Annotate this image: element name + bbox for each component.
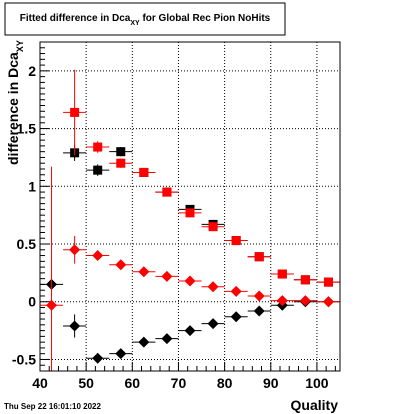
y-axis-label: difference in DcaXY: [5, 40, 25, 165]
timestamp-label: Thu Sep 22 16:01:10 2022: [4, 402, 101, 411]
chart-title-subscript: XY: [130, 20, 140, 27]
square-marker: [323, 277, 333, 287]
diamond-marker: [69, 320, 81, 332]
diamond-marker: [161, 270, 173, 282]
diamond-marker: [138, 336, 150, 348]
square-marker: [116, 158, 126, 168]
diamond-marker: [184, 325, 196, 337]
diamond-marker: [276, 295, 288, 307]
square-marker: [93, 165, 103, 175]
x-tick-label: 60: [125, 375, 141, 391]
square-marker: [185, 208, 195, 218]
x-tick-label: 100: [305, 375, 329, 391]
diamond-marker: [322, 296, 334, 308]
square-marker: [208, 222, 218, 232]
diamond-marker: [207, 281, 219, 293]
square-marker: [277, 269, 287, 279]
diamond-marker: [115, 348, 127, 360]
y-tick-label: 1.5: [17, 121, 37, 137]
x-tick-label: 80: [217, 375, 233, 391]
y-tick-label: -0.5: [12, 351, 36, 367]
square-marker: [231, 236, 241, 246]
diamond-marker: [92, 352, 104, 364]
y-tick-label: 2: [28, 63, 36, 79]
diamond-marker: [138, 266, 150, 278]
square-marker: [116, 147, 126, 157]
square-marker: [93, 142, 103, 152]
y-tick-label: 0: [28, 294, 36, 310]
chart-title: Fitted difference in DcaXY for Global Re…: [20, 13, 271, 27]
y-tick-label: 0.5: [17, 236, 37, 252]
x-tick-label: 50: [78, 375, 94, 391]
grid: [40, 42, 340, 371]
title-box: [4, 2, 286, 36]
diamond-marker: [230, 285, 242, 297]
diamond-marker: [230, 311, 242, 323]
diamond-marker: [207, 318, 219, 330]
square-marker: [139, 167, 149, 177]
diamond-marker: [299, 295, 311, 307]
chart-title-main: Fitted difference in Dca: [20, 13, 131, 24]
chart-title-suffix: for Global Rec Pion NoHits: [140, 13, 271, 24]
diamond-marker: [46, 299, 58, 311]
square-marker: [300, 275, 310, 285]
diamond-marker: [115, 259, 127, 271]
y-axis-label-subscript: XY: [15, 40, 25, 52]
diamond-marker: [253, 305, 265, 317]
diamond-marker: [161, 333, 173, 345]
diamond-marker: [69, 244, 81, 256]
y-axis-label-main: difference in Dca: [5, 52, 21, 165]
square-marker: [70, 107, 80, 117]
data-layer: [40, 69, 340, 371]
diamond-marker: [253, 290, 265, 302]
diamond-marker: [184, 275, 196, 287]
x-tick-label: 40: [32, 375, 48, 391]
x-axis-label: Quality: [291, 397, 339, 413]
x-tick-label: 70: [171, 375, 187, 391]
x-tick-label: 90: [263, 375, 279, 391]
square-marker: [254, 252, 264, 262]
y-tick-label: 1: [28, 178, 36, 194]
diamond-marker: [92, 250, 104, 262]
square-marker: [162, 187, 172, 197]
plot-frame: [39, 41, 341, 372]
